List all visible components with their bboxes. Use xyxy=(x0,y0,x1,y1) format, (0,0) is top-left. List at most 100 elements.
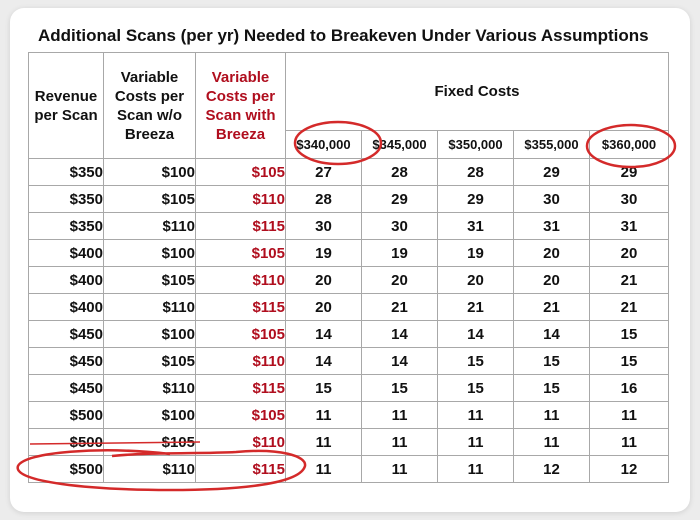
table-row: $350 $110 $115 30 30 31 31 31 xyxy=(28,212,670,240)
scans-needed-cell: 15 xyxy=(513,374,590,402)
table-row: $400 $110 $115 20 21 21 21 21 xyxy=(28,293,670,321)
scans-needed-cell: 28 xyxy=(361,158,438,186)
variable-without-header-line: Costs per xyxy=(114,87,185,105)
scans-needed-cell: 21 xyxy=(588,266,670,294)
scans-needed-cell: 28 xyxy=(437,158,514,186)
table-row: $450 $105 $110 14 14 15 15 15 xyxy=(28,347,670,375)
revenue-per-scan-cell: $450 xyxy=(28,374,104,402)
scans-needed-cell: 30 xyxy=(513,185,590,213)
scans-needed-cell: 14 xyxy=(361,320,438,348)
scans-needed-cell: 29 xyxy=(437,185,514,213)
fixed-cost-column-header: $360,000 xyxy=(588,130,670,159)
scans-needed-cell: 15 xyxy=(588,320,670,348)
fixed-cost-column-header: $345,000 xyxy=(361,130,438,159)
variable-without-header-line: Variable xyxy=(120,68,179,86)
scans-needed-cell: 11 xyxy=(513,401,590,429)
table-row: $350 $105 $110 28 29 29 30 30 xyxy=(28,185,670,213)
variable-cost-with-cell: $110 xyxy=(195,428,286,456)
revenue-per-scan-cell: $350 xyxy=(28,185,104,213)
scans-needed-cell: 15 xyxy=(437,347,514,375)
variable-without-header: Variable Costs per Scan w/o Breeza xyxy=(103,52,196,159)
scans-needed-cell: 11 xyxy=(285,401,362,429)
variable-cost-with-cell: $110 xyxy=(195,347,286,375)
header-row: Revenue per Scan Variable Costs per Scan… xyxy=(28,52,670,159)
scans-needed-cell: 28 xyxy=(285,185,362,213)
scans-needed-cell: 14 xyxy=(513,320,590,348)
scans-needed-cell: 20 xyxy=(361,266,438,294)
scans-needed-cell: 11 xyxy=(437,401,514,429)
scans-needed-cell: 20 xyxy=(513,239,590,267)
scans-needed-cell: 11 xyxy=(437,428,514,456)
variable-cost-without-cell: $105 xyxy=(103,185,196,213)
variable-without-header-line: Scan w/o xyxy=(116,106,183,124)
variable-with-header-line: Scan with xyxy=(205,106,276,124)
revenue-per-scan-cell: $500 xyxy=(28,401,104,429)
scans-needed-cell: 16 xyxy=(588,374,670,402)
scans-needed-cell: 11 xyxy=(361,401,438,429)
revenue-header-line: Revenue xyxy=(34,87,98,105)
scans-needed-cell: 30 xyxy=(588,185,670,213)
variable-cost-with-cell: $115 xyxy=(195,293,286,321)
variable-cost-with-cell: $105 xyxy=(195,158,286,186)
variable-cost-with-cell: $105 xyxy=(195,401,286,429)
revenue-per-scan-cell: $400 xyxy=(28,266,104,294)
scans-needed-cell: 20 xyxy=(285,266,362,294)
scans-needed-cell: 11 xyxy=(437,455,514,483)
revenue-header: Revenue per Scan xyxy=(28,52,104,159)
fixed-cost-column-header: $355,000 xyxy=(513,130,590,159)
scans-needed-cell: 11 xyxy=(513,428,590,456)
scans-needed-cell: 27 xyxy=(285,158,362,186)
variable-with-header-line: Breeza xyxy=(215,125,266,143)
table-row: $400 $105 $110 20 20 20 20 21 xyxy=(28,266,670,294)
table-row: $500 $100 $105 11 11 11 11 11 xyxy=(28,401,670,429)
scans-needed-cell: 20 xyxy=(588,239,670,267)
variable-cost-without-cell: $105 xyxy=(103,347,196,375)
scans-needed-cell: 21 xyxy=(361,293,438,321)
table-row: $350 $100 $105 27 28 28 29 29 xyxy=(28,158,670,186)
revenue-per-scan-cell: $350 xyxy=(28,158,104,186)
variable-cost-with-cell: $115 xyxy=(195,374,286,402)
scans-needed-cell: 20 xyxy=(437,266,514,294)
variable-cost-with-cell: $110 xyxy=(195,185,286,213)
variable-cost-without-cell: $100 xyxy=(103,158,196,186)
variable-with-header-line: Variable xyxy=(211,68,270,86)
scans-needed-cell: 12 xyxy=(513,455,590,483)
revenue-per-scan-cell: $500 xyxy=(28,428,104,456)
fixed-cost-column-header: $340,000 xyxy=(285,130,362,159)
scans-needed-cell: 31 xyxy=(513,212,590,240)
variable-cost-without-cell: $100 xyxy=(103,401,196,429)
scans-needed-cell: 14 xyxy=(437,320,514,348)
scans-needed-cell: 31 xyxy=(437,212,514,240)
scans-needed-cell: 19 xyxy=(361,239,438,267)
scans-needed-cell: 19 xyxy=(437,239,514,267)
scans-needed-cell: 11 xyxy=(588,428,670,456)
scans-needed-cell: 29 xyxy=(361,185,438,213)
scans-needed-cell: 15 xyxy=(285,374,362,402)
revenue-per-scan-cell: $400 xyxy=(28,293,104,321)
scans-needed-cell: 15 xyxy=(437,374,514,402)
scans-needed-cell: 11 xyxy=(361,428,438,456)
scans-needed-cell: 21 xyxy=(513,293,590,321)
variable-cost-without-cell: $100 xyxy=(103,239,196,267)
scans-needed-cell: 20 xyxy=(285,293,362,321)
scans-needed-cell: 21 xyxy=(588,293,670,321)
scans-needed-cell: 31 xyxy=(588,212,670,240)
table-row: $500 $105 $110 11 11 11 11 11 xyxy=(28,428,670,456)
table-row: $450 $110 $115 15 15 15 15 16 xyxy=(28,374,670,402)
variable-cost-without-cell: $105 xyxy=(103,266,196,294)
variable-cost-without-cell: $110 xyxy=(103,212,196,240)
scans-needed-cell: 15 xyxy=(588,347,670,375)
variable-cost-without-cell: $100 xyxy=(103,320,196,348)
scans-needed-cell: 20 xyxy=(513,266,590,294)
revenue-per-scan-cell: $450 xyxy=(28,320,104,348)
fixed-cost-column-header: $350,000 xyxy=(437,130,514,159)
variable-cost-with-cell: $105 xyxy=(195,320,286,348)
scans-needed-cell: 19 xyxy=(285,239,362,267)
scans-needed-cell: 21 xyxy=(437,293,514,321)
scans-needed-cell: 11 xyxy=(285,455,362,483)
scans-needed-cell: 30 xyxy=(361,212,438,240)
scans-needed-cell: 15 xyxy=(361,374,438,402)
variable-cost-with-cell: $115 xyxy=(195,212,286,240)
variable-cost-without-cell: $110 xyxy=(103,293,196,321)
table-title: Additional Scans (per yr) Needed to Brea… xyxy=(38,26,649,45)
